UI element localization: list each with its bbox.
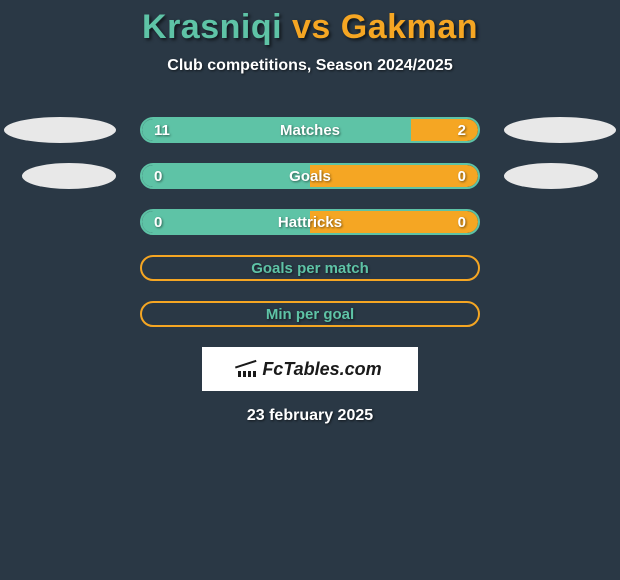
- player2-badge-placeholder: [504, 163, 598, 189]
- stat-value-right: 2: [458, 122, 466, 139]
- subtitle: Club competitions, Season 2024/2025: [0, 57, 620, 75]
- logo: FcTables.com: [238, 359, 381, 380]
- stat-bar-goals: 0 Goals 0: [140, 163, 480, 189]
- stat-row-goals: 0 Goals 0: [0, 163, 620, 189]
- stat-row-goals-per-match: Goals per match: [0, 255, 620, 281]
- player2-badge-placeholder: [504, 117, 616, 143]
- stat-label: Goals per match: [142, 260, 478, 277]
- player2-name: Gakman: [341, 8, 478, 46]
- stat-label: Min per goal: [142, 306, 478, 323]
- stat-label: Matches: [142, 122, 478, 139]
- comparison-card: Krasniqi vs Gakman Club competitions, Se…: [0, 0, 620, 425]
- player1-name: Krasniqi: [142, 8, 282, 46]
- stat-bar-hattricks: 0 Hattricks 0: [140, 209, 480, 235]
- stat-row-hattricks: 0 Hattricks 0: [0, 209, 620, 235]
- chart-icon: [238, 361, 258, 377]
- date-label: 23 february 2025: [0, 407, 620, 425]
- stat-row-min-per-goal: Min per goal: [0, 301, 620, 327]
- stat-row-matches: 11 Matches 2: [0, 117, 620, 143]
- player1-badge-placeholder: [22, 163, 116, 189]
- stat-bar-matches: 11 Matches 2: [140, 117, 480, 143]
- stat-value-right: 0: [458, 168, 466, 185]
- page-title: Krasniqi vs Gakman: [0, 8, 620, 47]
- logo-text: FcTables.com: [262, 359, 381, 380]
- vs-label: vs: [292, 8, 331, 46]
- stat-label: Goals: [142, 168, 478, 185]
- player1-badge-placeholder: [4, 117, 116, 143]
- stat-bar-goals-per-match: Goals per match: [140, 255, 480, 281]
- stat-label: Hattricks: [142, 214, 478, 231]
- stat-value-right: 0: [458, 214, 466, 231]
- logo-box: FcTables.com: [202, 347, 418, 391]
- stat-bar-min-per-goal: Min per goal: [140, 301, 480, 327]
